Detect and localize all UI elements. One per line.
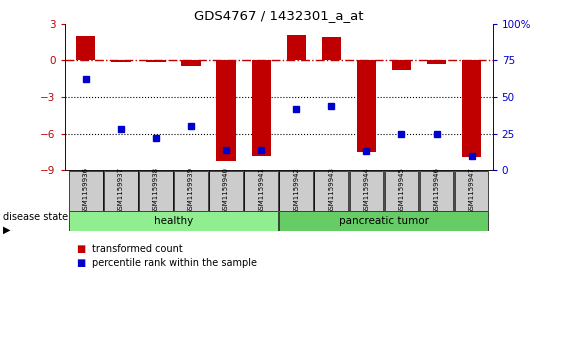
Bar — [427, 60, 446, 64]
Bar — [252, 60, 271, 156]
Bar — [69, 171, 102, 211]
Text: healthy: healthy — [154, 216, 193, 226]
Bar — [419, 171, 453, 211]
Bar — [111, 60, 131, 62]
Bar — [76, 36, 96, 60]
Bar — [357, 60, 376, 152]
Bar — [209, 171, 243, 211]
Text: percentile rank within the sample: percentile rank within the sample — [92, 258, 257, 268]
Text: GSM1159936: GSM1159936 — [83, 167, 89, 215]
Text: disease state: disease state — [3, 212, 68, 222]
Bar — [244, 171, 278, 211]
Text: GSM1159947: GSM1159947 — [468, 167, 475, 215]
Text: ■: ■ — [76, 244, 85, 254]
Title: GDS4767 / 1432301_a_at: GDS4767 / 1432301_a_at — [194, 9, 364, 23]
Bar — [350, 171, 383, 211]
Text: GSM1159943: GSM1159943 — [328, 167, 334, 215]
Bar — [315, 171, 348, 211]
Text: pancreatic tumor: pancreatic tumor — [339, 216, 429, 226]
Bar — [287, 34, 306, 60]
Bar — [146, 60, 166, 61]
Bar — [69, 211, 278, 231]
Bar — [279, 171, 313, 211]
Text: GSM1159940: GSM1159940 — [223, 167, 229, 215]
Text: GSM1159942: GSM1159942 — [293, 167, 299, 214]
Bar — [455, 171, 489, 211]
Text: GSM1159944: GSM1159944 — [363, 167, 369, 214]
Bar — [462, 60, 481, 157]
Text: ■: ■ — [76, 258, 85, 268]
Text: transformed count: transformed count — [92, 244, 182, 254]
Bar — [321, 37, 341, 60]
Bar — [385, 171, 418, 211]
Text: GSM1159946: GSM1159946 — [434, 167, 440, 215]
Text: GSM1159937: GSM1159937 — [118, 167, 124, 215]
Bar — [181, 60, 200, 66]
Bar — [139, 171, 173, 211]
Text: ▶: ▶ — [3, 225, 10, 235]
Bar — [174, 171, 208, 211]
Text: GSM1159941: GSM1159941 — [258, 167, 264, 215]
Bar — [104, 171, 138, 211]
Text: GSM1159945: GSM1159945 — [399, 167, 404, 214]
Bar — [392, 60, 411, 70]
Bar — [216, 60, 236, 160]
Text: GSM1159938: GSM1159938 — [153, 167, 159, 215]
Bar — [279, 211, 489, 231]
Text: GSM1159939: GSM1159939 — [188, 167, 194, 215]
